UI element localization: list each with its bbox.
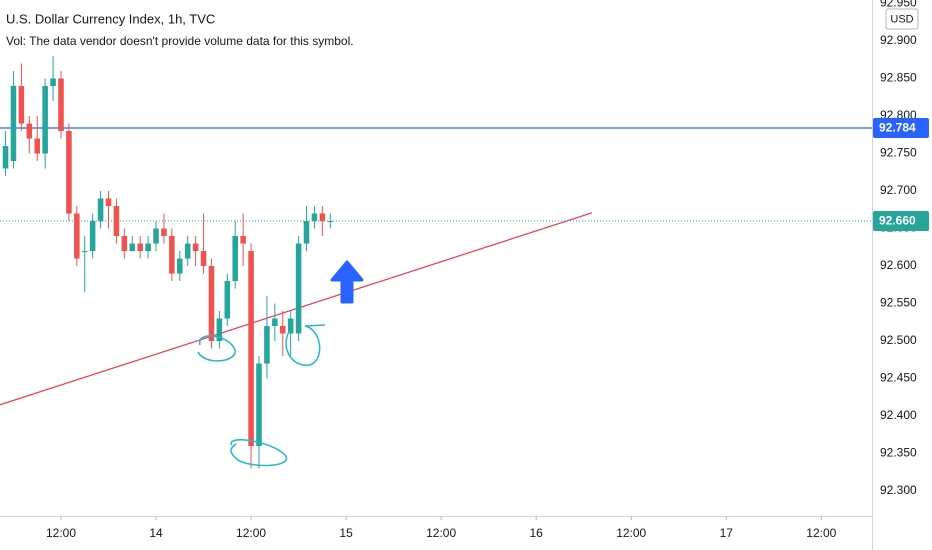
price-tag <box>873 211 929 232</box>
x-tick-label: 17 <box>720 526 734 540</box>
arrow-drawing <box>330 260 364 304</box>
candle-body <box>287 318 294 334</box>
y-tick-label: 92.300 <box>880 483 917 497</box>
y-tick-label: 92.550 <box>880 296 917 310</box>
candle-body <box>137 243 143 252</box>
candle-body <box>240 236 246 244</box>
currency-box <box>885 8 919 30</box>
candle-body <box>319 213 326 222</box>
candle-body <box>26 123 33 139</box>
y-tick-label: 92.450 <box>880 371 917 385</box>
y-tick-label: 92.500 <box>880 333 917 347</box>
y-tick-label: 92.350 <box>880 446 917 460</box>
x-tick-label: 16 <box>530 526 544 540</box>
candle-body <box>169 236 175 274</box>
candle-body <box>192 243 199 252</box>
y-tick-label: 92.750 <box>880 146 917 160</box>
y-tick-label: 92.700 <box>880 183 917 197</box>
x-tick-label: 12:00 <box>806 526 836 540</box>
candle-body <box>66 131 72 214</box>
candle-body <box>18 86 25 124</box>
x-tick-label: 12:00 <box>616 526 646 540</box>
candle-body <box>113 206 120 237</box>
candle-body <box>177 258 183 274</box>
candle-body <box>74 213 80 259</box>
candle-body <box>232 236 238 282</box>
candle-body <box>184 243 191 259</box>
circle-drawing <box>197 335 236 362</box>
candle-body <box>58 78 64 132</box>
x-tick-label: 15 <box>339 526 353 540</box>
candle-body <box>279 326 286 334</box>
y-tick-label: 92.850 <box>880 71 917 85</box>
y-tick-label: 92.950 <box>880 0 917 10</box>
candle-body <box>311 213 318 222</box>
candle-body <box>42 86 48 154</box>
price-tag-label: 92.660 <box>879 214 916 228</box>
candle-body <box>272 318 278 327</box>
candle-body <box>256 363 262 447</box>
y-tick-label: 92.600 <box>880 258 917 272</box>
candle-body <box>105 198 112 207</box>
candle-body <box>10 86 17 162</box>
candle-body <box>153 228 159 244</box>
chart-title: U.S. Dollar Currency Index, 1h, TVC <box>6 11 215 26</box>
candle-body <box>216 318 223 342</box>
x-tick-label: 12:00 <box>46 526 76 540</box>
candle-body <box>200 251 207 267</box>
candle-body <box>34 138 40 154</box>
y-tick-label: 92.400 <box>880 408 917 422</box>
chart-subtitle: Vol: The data vendor doesn't provide vol… <box>6 34 354 48</box>
candle-body <box>145 243 151 252</box>
currency-label: USD <box>890 13 913 25</box>
candle-body <box>129 243 136 252</box>
price-tag <box>873 118 929 139</box>
candle-body <box>264 326 270 364</box>
candle-body <box>208 266 215 342</box>
candle-body <box>89 221 96 252</box>
x-tick-label: 12:00 <box>236 526 266 540</box>
candle-body <box>121 236 128 252</box>
y-tick-label: 92.900 <box>880 33 917 47</box>
candle-body <box>295 243 302 334</box>
candle-body <box>2 146 9 169</box>
circle-drawing <box>285 324 326 366</box>
price-tag-label: 92.784 <box>879 121 916 135</box>
circle-drawing <box>230 439 288 467</box>
candle-body <box>161 228 167 237</box>
candle-body <box>97 198 104 222</box>
candle-body <box>248 251 254 447</box>
drawings <box>197 324 326 467</box>
x-tick-label: 14 <box>149 526 163 540</box>
x-tick-label: 12:00 <box>426 526 456 540</box>
candle-body <box>50 78 56 87</box>
candle-body <box>224 281 231 319</box>
candle-body <box>327 221 334 223</box>
candle-body <box>81 251 88 253</box>
candle-body <box>303 221 310 244</box>
